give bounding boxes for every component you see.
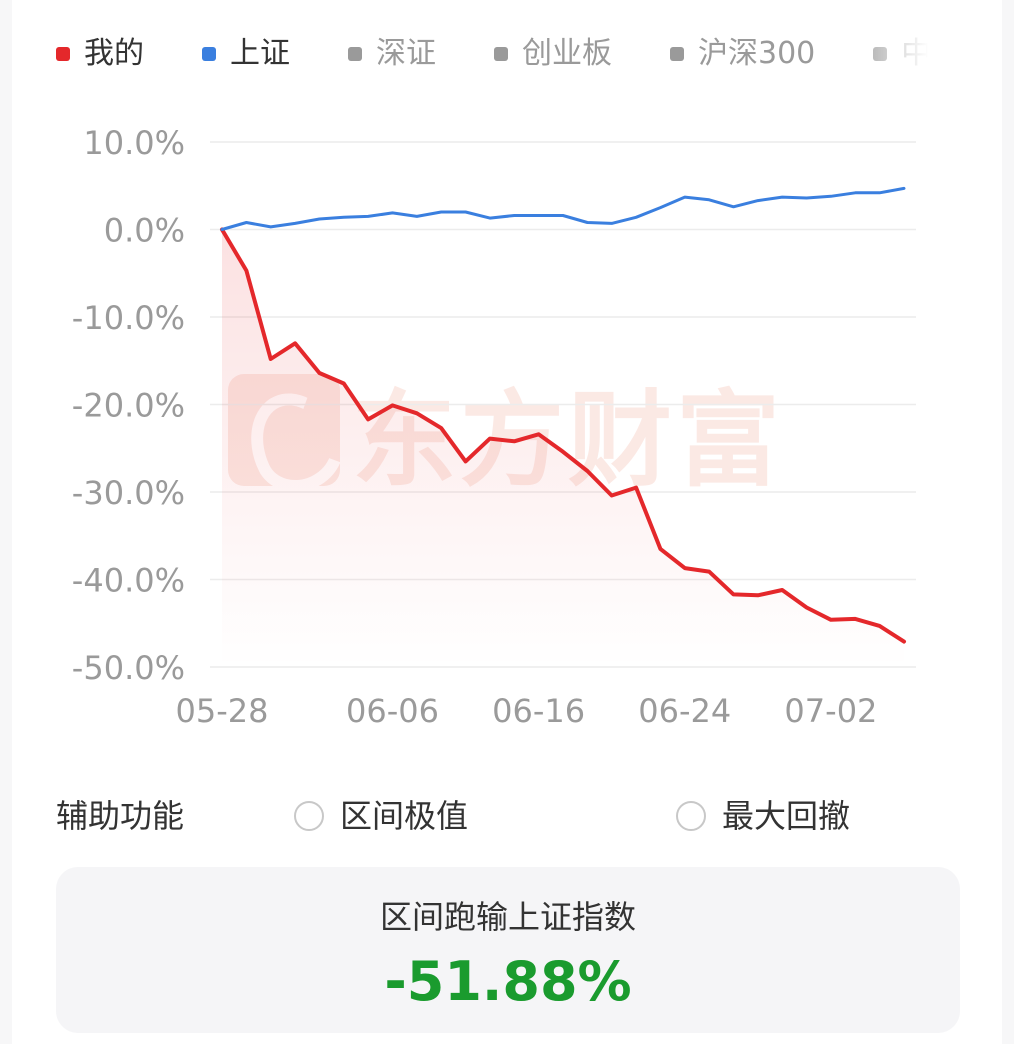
legend-label: 深证 [376, 36, 436, 71]
summary-value: -51.88% [384, 950, 632, 1013]
legend-label: 创业板 [522, 36, 612, 71]
y-tick-label: 0.0% [104, 212, 185, 250]
legend-item[interactable]: 我的 [56, 34, 144, 74]
legend-label: 上证 [230, 36, 290, 71]
legend-swatch-icon [348, 47, 362, 61]
legend-item[interactable]: 上证 [202, 34, 290, 74]
x-tick-label: 05-28 [176, 692, 269, 730]
legend-label: 沪深300 [698, 36, 816, 71]
legend-label: 我的 [84, 36, 144, 71]
series-area-fill [222, 229, 904, 667]
legend-item[interactable]: 深证 [348, 34, 436, 74]
y-tick-label: -40.0% [72, 562, 185, 600]
aux-title: 辅助功能 [56, 797, 185, 835]
legend-item[interactable]: 中证500 [873, 34, 956, 74]
radio-unchecked-icon[interactable] [676, 801, 706, 831]
series-line-mine [220, 227, 906, 644]
x-tick-label: 06-24 [638, 692, 731, 730]
y-tick-label: -20.0% [72, 387, 185, 425]
max-drawdown-label: 最大回撤 [722, 797, 851, 835]
legend-swatch-icon [202, 47, 216, 61]
range-extremes-label: 区间极值 [340, 797, 469, 835]
x-tick-label: 06-16 [492, 692, 585, 730]
return-line-chart: 10.0%0.0%-10.0%-20.0%-30.0%-40.0%-50.0% … [72, 124, 916, 730]
series-line-shanghai [220, 186, 906, 231]
page-edge-left [0, 0, 12, 1044]
legend-item[interactable]: 沪深300 [670, 34, 815, 74]
x-tick-label: 07-02 [784, 692, 877, 730]
max-drawdown-radio[interactable]: 最大回撤 [676, 790, 850, 842]
legend-swatch-icon [494, 47, 508, 61]
legend-label: 中证500 [901, 36, 956, 71]
y-tick-label: -50.0% [72, 649, 185, 687]
auxiliary-functions-row: 辅助功能 区间极值 最大回撤 [56, 790, 956, 842]
y-tick-label: -10.0% [72, 299, 185, 337]
chart-legend: 我的 上证 深证 创业板 沪深300 中证500 [56, 30, 956, 78]
range-extremes-radio[interactable]: 区间极值 [294, 790, 468, 842]
page-edge-right [1002, 0, 1014, 1044]
legend-item[interactable]: 创业板 [494, 34, 612, 74]
legend-swatch-icon [873, 47, 888, 61]
legend-swatch-icon [670, 47, 684, 61]
x-tick-label: 06-06 [346, 692, 439, 730]
summary-label: 区间跑输上证指数 [379, 898, 636, 936]
y-tick-label: 10.0% [83, 124, 185, 162]
radio-unchecked-icon[interactable] [294, 801, 324, 831]
legend-swatch-icon [56, 47, 70, 61]
y-tick-label: -30.0% [72, 474, 185, 512]
underperformance-summary-card: 区间跑输上证指数 -51.88% [56, 867, 960, 1033]
